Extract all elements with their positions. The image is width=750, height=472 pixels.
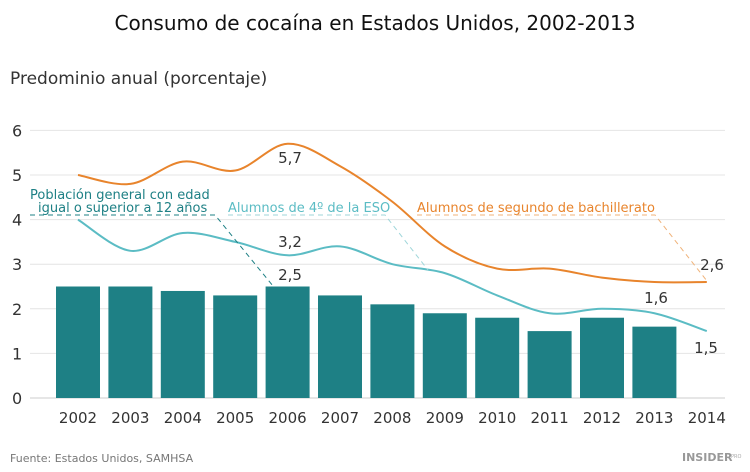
eso-leader-line bbox=[228, 214, 429, 271]
bar bbox=[422, 313, 467, 398]
bar bbox=[265, 286, 310, 398]
bar bbox=[580, 317, 624, 398]
x-tick-label: 2004 bbox=[164, 409, 202, 427]
y-tick-label: 4 bbox=[12, 211, 22, 230]
y-tick-label: 1 bbox=[12, 344, 22, 363]
y-tick-label: 0 bbox=[12, 389, 22, 408]
bar bbox=[56, 286, 100, 398]
data-label: 3,2 bbox=[278, 233, 302, 251]
x-tick-label: 2010 bbox=[478, 409, 516, 427]
bar bbox=[527, 331, 572, 398]
y-tick-label: 3 bbox=[12, 255, 22, 274]
bar bbox=[160, 290, 205, 398]
x-tick-label: 2005 bbox=[216, 409, 254, 427]
eso-line bbox=[77, 218, 708, 333]
x-tick-label: 2007 bbox=[321, 409, 359, 427]
x-tick-label: 2003 bbox=[111, 409, 149, 427]
x-tick-label: 2009 bbox=[426, 409, 464, 427]
y-tick-label: 5 bbox=[12, 166, 22, 185]
data-label: 2,6 bbox=[700, 256, 724, 274]
eso-legend-label: Alumnos de 4º de la ESO bbox=[228, 201, 390, 216]
x-tick-label: 2008 bbox=[373, 409, 411, 427]
data-label: 1,5 bbox=[694, 339, 718, 357]
bars-leader-line bbox=[30, 214, 274, 287]
bar bbox=[475, 317, 520, 398]
data-label: 5,7 bbox=[278, 149, 302, 167]
x-tick-label: 2011 bbox=[531, 409, 569, 427]
x-tick-label: 2012 bbox=[583, 409, 621, 427]
bar bbox=[370, 304, 415, 398]
y-tick-label: 2 bbox=[12, 300, 22, 319]
bachillerato-line bbox=[77, 142, 707, 284]
source-note: Fuente: Estados Unidos, SAMHSA bbox=[10, 452, 194, 465]
x-tick-label: 2006 bbox=[269, 409, 307, 427]
bars-legend-label: igual o superior a 12 años bbox=[38, 201, 207, 216]
bar bbox=[632, 326, 677, 398]
x-tick-label: 2013 bbox=[635, 409, 673, 427]
bar bbox=[213, 295, 258, 398]
data-label: 1,6 bbox=[644, 289, 668, 307]
chart-title: Consumo de cocaína en Estados Unidos, 20… bbox=[115, 11, 636, 35]
data-label: 2,5 bbox=[278, 266, 302, 284]
y-tick-label: 6 bbox=[12, 121, 22, 140]
x-tick-label: 2002 bbox=[59, 409, 97, 427]
bar bbox=[318, 295, 362, 398]
bachillerato-leader-line bbox=[417, 214, 708, 282]
y-axis-label: Predominio anual (porcentaje) bbox=[10, 69, 267, 89]
bar bbox=[108, 286, 153, 398]
x-tick-label: 2014 bbox=[688, 409, 726, 427]
svg-text:INSIDER: INSIDER bbox=[682, 451, 733, 464]
bachillerato-legend-label: Alumnos de segundo de bachillerato bbox=[417, 201, 655, 216]
bars-legend-label: Población general con edad bbox=[30, 188, 210, 203]
insider-pro-logo: INSIDER PRO bbox=[682, 451, 741, 464]
svg-text:PRO: PRO bbox=[731, 454, 741, 460]
